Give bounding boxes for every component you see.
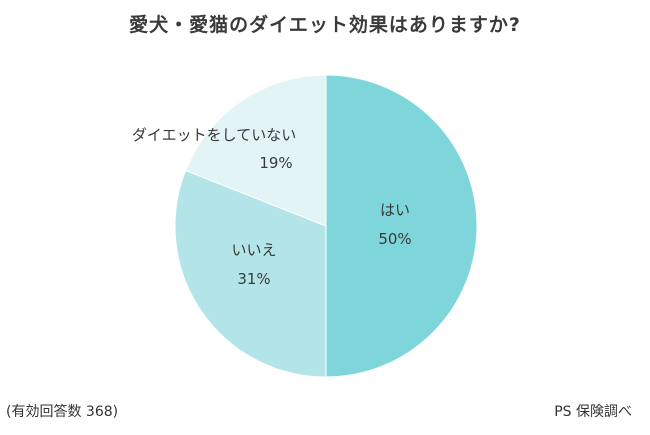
respondent-count-note: (有効回答数 368) <box>6 404 119 420</box>
pie-slice-2 <box>174 169 327 378</box>
pie-slices <box>174 74 478 378</box>
slice-label-2: いいえ <box>231 241 276 259</box>
slice-label-1: はい <box>380 201 410 219</box>
source-note: PS 保険調べ <box>554 404 632 420</box>
chart-title: 愛犬・愛猫のダイエット効果はありますか? <box>129 14 521 36</box>
pie-slice-3 <box>184 74 327 227</box>
slice-value-2: 31% <box>237 270 270 288</box>
slice-label-3: ダイエットをしていない <box>132 126 296 144</box>
pie-slice-1 <box>325 74 478 378</box>
pie-labels: はい 50% いいえ 31% ダイエットをしていない 19% <box>132 126 412 288</box>
slice-value-3: 19% <box>259 154 292 172</box>
slice-value-1: 50% <box>378 230 411 248</box>
